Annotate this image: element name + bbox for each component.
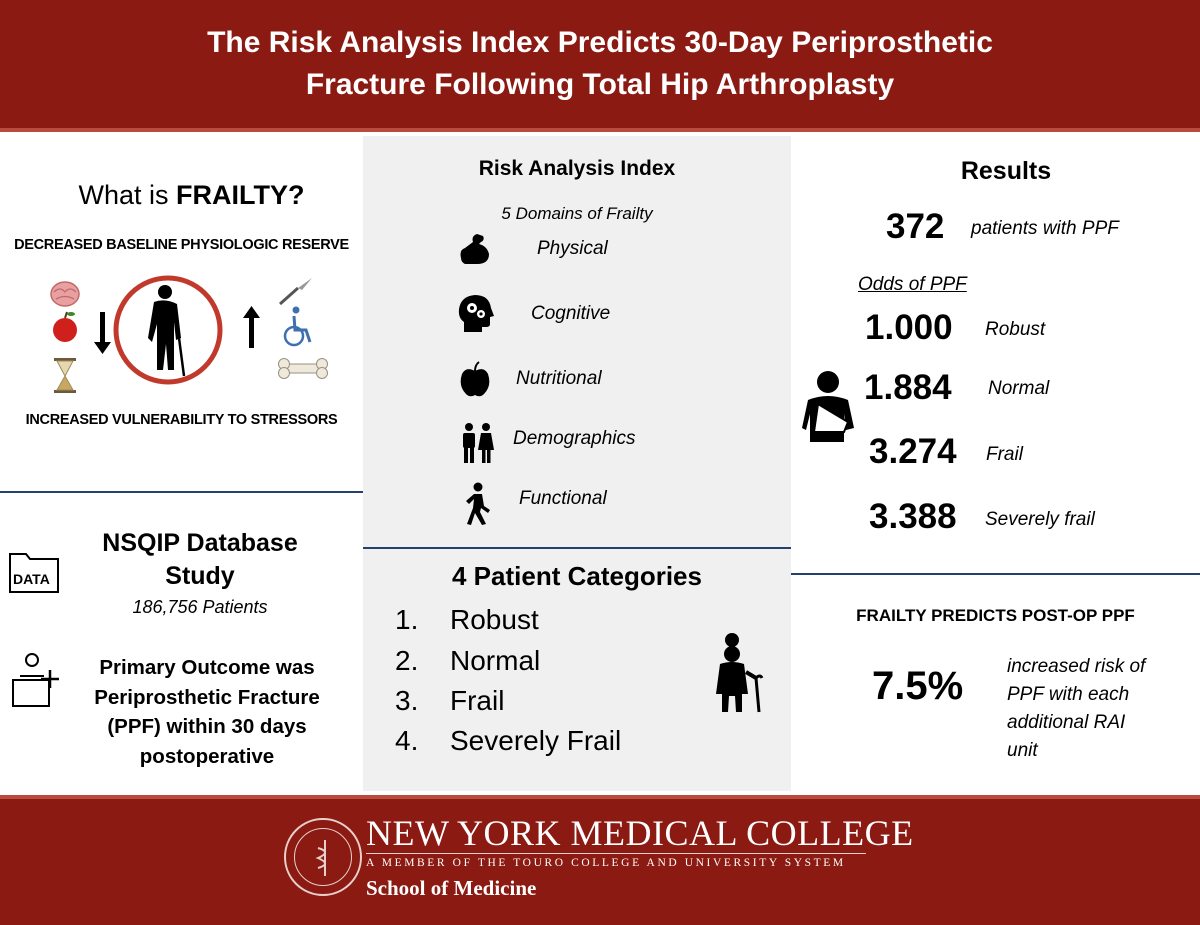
- title-line-2: Fracture Following Total Hip Arthroplast…: [305, 68, 895, 101]
- study-patient-count: 186,756 Patients: [132, 597, 268, 617]
- arm-sling-icon: [802, 371, 854, 442]
- category-item: 2. Normal: [395, 645, 541, 676]
- hourglass-icon: [54, 358, 76, 393]
- apple-icon: [53, 311, 77, 342]
- header-banner: The Risk Analysis Index Predicts 30-Day …: [0, 0, 1200, 132]
- domain-functional: Functional: [519, 488, 607, 509]
- right-column: [791, 136, 1200, 791]
- patient-outcome-icon: [12, 653, 59, 707]
- footer-banner: [0, 795, 1200, 925]
- frailty-heading: What is FRAILTY?: [78, 180, 305, 210]
- predicts-value: 7.5%: [872, 664, 964, 708]
- results-title: Results: [960, 157, 1052, 185]
- odds-value-frail: 3.274: [869, 432, 957, 471]
- brain-icon: [50, 281, 80, 307]
- study-title: NSQIP Database Study: [102, 529, 298, 590]
- frailty-top-label: DECREASED BASELINE PHYSIOLOGIC RESERVE: [14, 237, 349, 253]
- down-arrow-icon: [94, 312, 111, 354]
- categories-title: 4 Patient Categories: [452, 561, 702, 591]
- right-divider: [791, 573, 1200, 575]
- left-divider: [0, 491, 363, 493]
- category-item: 1. Robust: [395, 604, 539, 635]
- domain-demographics: Demographics: [513, 428, 636, 449]
- college-seal-icon: [284, 818, 362, 896]
- frailty-bottom-label: INCREASED VULNERABILITY TO STRESSORS: [25, 412, 338, 428]
- walking-person-icon: [466, 482, 490, 525]
- data-folder-icon: DATA: [9, 553, 59, 593]
- scalpel-icon: [279, 278, 312, 306]
- odds-value-normal: 1.884: [864, 368, 952, 407]
- rai-subtitle: 5 Domains of Frailty: [501, 204, 653, 223]
- odds-heading: Odds of PPF: [858, 274, 967, 295]
- odds-value-severely-frail: 3.388: [869, 497, 957, 536]
- flexed-arm-icon: [460, 234, 489, 264]
- results-count: 372: [886, 207, 945, 246]
- odds-label-robust: Robust: [985, 319, 1046, 340]
- elderly-person-icon: [113, 275, 223, 385]
- rai-title: Risk Analysis Index: [478, 157, 676, 180]
- data-icon-text: DATA: [13, 571, 50, 587]
- odds-label-frail: Frail: [986, 444, 1023, 465]
- results-count-label: patients with PPF: [971, 218, 1119, 239]
- domain-physical: Physical: [537, 238, 608, 259]
- title-line-1: The Risk Analysis Index Predicts 30-Day …: [207, 26, 993, 59]
- middle-divider: [363, 547, 791, 549]
- school-name: School of Medicine: [366, 876, 537, 900]
- wheelchair-icon: [283, 306, 312, 347]
- predicts-description: increased risk of PPF with each addition…: [1007, 656, 1146, 761]
- odds-value-robust: 1.000: [865, 308, 953, 347]
- left-column: [0, 136, 363, 791]
- bone-icon: [278, 358, 328, 379]
- odds-label-normal: Normal: [988, 378, 1050, 399]
- people-icon: [463, 423, 494, 463]
- category-item: 4. Severely Frail: [395, 725, 622, 756]
- predicts-title: FRAILTY PREDICTS POST-OP PPF: [856, 606, 1135, 625]
- college-member-line: A MEMBER OF THE TOURO COLLEGE AND UNIVER…: [366, 853, 866, 869]
- domain-nutritional: Nutritional: [516, 368, 602, 389]
- college-name: NEW YORK MEDICAL COLLEGE: [366, 813, 914, 853]
- category-item: 3. Frail: [395, 685, 505, 716]
- domain-cognitive: Cognitive: [531, 303, 611, 324]
- elderly-woman-cane-icon: [716, 633, 764, 713]
- apple-icon: [460, 361, 490, 397]
- odds-label-severely-frail: Severely frail: [985, 509, 1095, 530]
- up-arrow-icon: [243, 306, 260, 348]
- frailty-illustration: [50, 275, 328, 393]
- head-gears-icon: [458, 295, 494, 332]
- study-outcome: Primary Outcome was Periprosthetic Fract…: [94, 656, 320, 768]
